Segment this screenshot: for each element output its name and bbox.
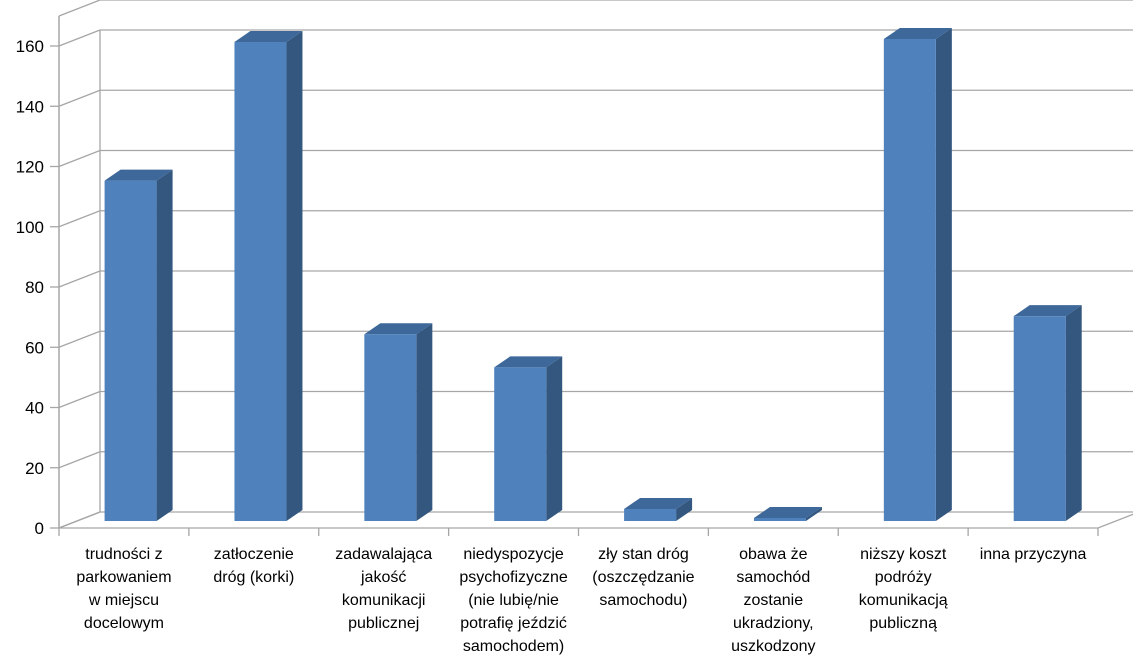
bar-top xyxy=(753,506,822,518)
category-label-line: obawa że xyxy=(739,546,808,563)
category-label-line: zadawalająca xyxy=(335,546,433,563)
category-label-line: komunikacji xyxy=(341,592,426,609)
bar-top xyxy=(364,323,433,335)
wall-gridline xyxy=(58,330,101,348)
bar-top xyxy=(1013,305,1082,317)
category-label-line: zatłoczenie xyxy=(213,546,294,563)
category-label-line: komunikacją xyxy=(858,592,948,609)
category-label: zatłoczenie dróg (korki) xyxy=(191,543,317,589)
wall-gridline xyxy=(58,270,101,288)
bar xyxy=(494,356,563,521)
category-label-line: (oszczędzanie xyxy=(592,569,695,586)
category-label: zły stan dróg (oszczędzanie samochodu) xyxy=(581,543,707,612)
category-label-line: psychofizyczne xyxy=(459,569,568,586)
bar-front xyxy=(104,180,157,521)
bar-side xyxy=(935,28,952,521)
wall-gridline xyxy=(58,210,101,228)
bar xyxy=(104,169,173,521)
category-label-line: uszkodzony xyxy=(731,638,816,655)
category-label: inna przyczyna xyxy=(970,543,1096,566)
y-tick-label: 160 xyxy=(16,37,44,56)
category-label: trudności z parkowaniem w miejscu docelowym xyxy=(61,543,187,635)
bar xyxy=(624,497,693,521)
bar-top xyxy=(104,169,173,181)
bar-top xyxy=(624,497,693,509)
category-label: niedyspozycje psychofizyczne (nie lubię/ni… xyxy=(451,543,577,658)
category-label-line: w miejscu xyxy=(88,592,160,609)
category-label-line: jakość xyxy=(361,569,407,586)
category-label: obawa że samochód zostanie ukradziony, uszko… xyxy=(710,543,836,658)
wall-gridline xyxy=(58,89,101,107)
bar-front xyxy=(494,367,547,521)
category-label-line: trudności z xyxy=(85,546,163,563)
bar-front xyxy=(1013,316,1066,521)
bar-front xyxy=(234,42,287,521)
wall-gridline xyxy=(58,451,101,469)
category-label: zadawalająca jakość komunikacji publicznej xyxy=(321,543,447,635)
bar xyxy=(234,31,303,521)
bar-side xyxy=(805,506,822,521)
category-label-line: potrafię jeździć xyxy=(460,615,567,632)
y-tick-label: 100 xyxy=(16,218,44,237)
wall-gridline xyxy=(58,390,101,409)
bar-front xyxy=(624,508,677,521)
y-tick-label: 140 xyxy=(16,97,44,116)
bar-top xyxy=(883,28,952,39)
bar-side xyxy=(286,31,303,521)
wall-gridline xyxy=(58,149,101,168)
category-label-line: ukradziony, xyxy=(732,615,814,632)
category-label-line: docelowym xyxy=(83,615,164,632)
category-label-line: niedyspozycje xyxy=(463,546,564,563)
bar-side xyxy=(1065,305,1082,521)
category-label-line: publiczną xyxy=(869,615,937,632)
bar xyxy=(883,28,952,521)
bar xyxy=(753,506,822,521)
wall-gridline xyxy=(58,29,101,47)
y-tick-label: 40 xyxy=(25,399,44,418)
bar-side xyxy=(416,323,433,521)
y-tick-label: 80 xyxy=(25,278,44,297)
category-label-line: parkowaniem xyxy=(76,569,172,586)
bar xyxy=(364,323,433,521)
category-label-line: samochodu) xyxy=(599,592,688,609)
category-label-line: (nie lubię/nie xyxy=(468,592,559,609)
y-tick-label: 60 xyxy=(25,338,44,357)
category-label-line: podróży xyxy=(874,569,932,586)
bar-side xyxy=(156,169,173,521)
bar-side xyxy=(676,497,693,521)
category-label-line: samochód xyxy=(736,569,811,586)
category-label-line: zostanie xyxy=(743,592,804,609)
bar-side xyxy=(546,356,563,521)
y-tick-label: 0 xyxy=(35,519,44,538)
bar-top xyxy=(494,356,563,368)
category-label-line: niższy koszt xyxy=(860,546,947,563)
wall-gridline xyxy=(58,0,101,17)
y-tick-label: 120 xyxy=(16,158,44,177)
bar-front xyxy=(364,334,417,521)
category-label-line: zły stan dróg xyxy=(598,546,689,563)
category-label-line: inna przyczyna xyxy=(979,546,1087,563)
category-label-line: samochodem) xyxy=(462,638,565,655)
floor xyxy=(58,511,1133,529)
y-tick-label: 20 xyxy=(25,459,44,478)
bar-front xyxy=(883,39,936,521)
category-label-line: dróg (korki) xyxy=(213,569,295,586)
bar-top xyxy=(234,31,303,43)
bar xyxy=(1013,305,1082,521)
category-label-line: publicznej xyxy=(348,615,420,632)
category-label: niższy koszt podróży komunikacją publiczną xyxy=(840,543,966,635)
bar-front xyxy=(753,517,806,521)
